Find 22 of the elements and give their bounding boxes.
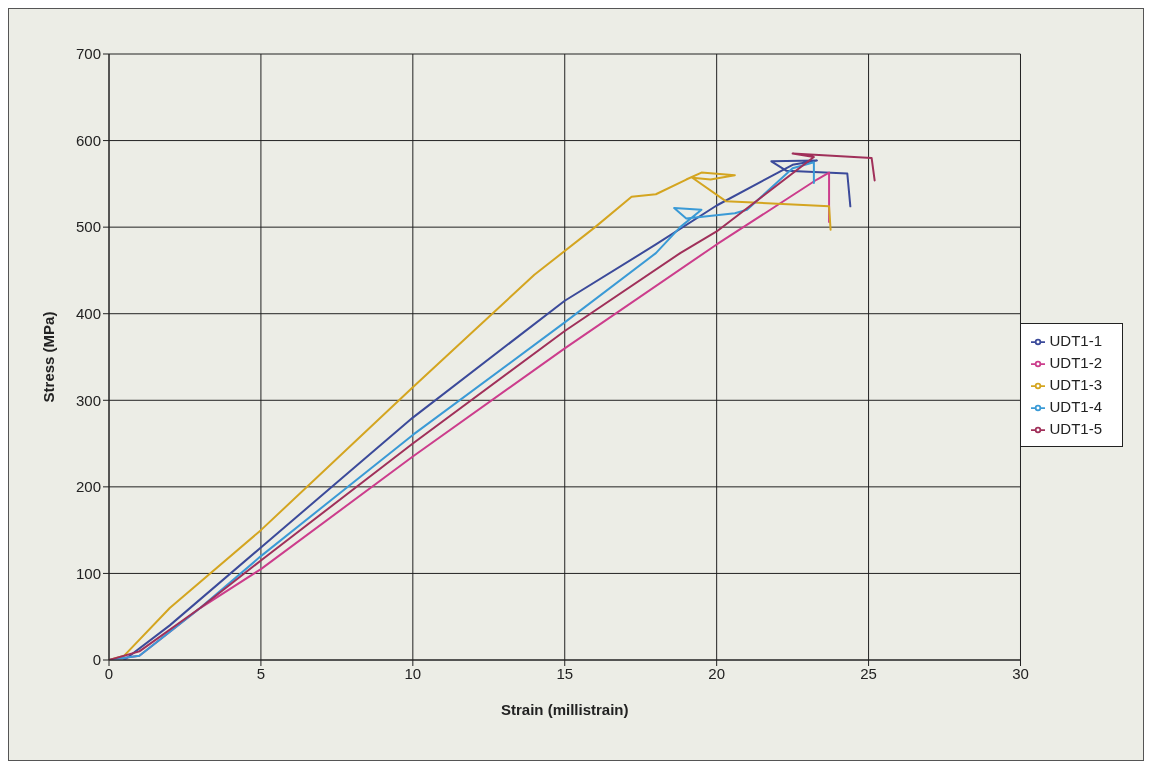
x-tick-label: 25 [860,664,877,682]
y-tick-label: 500 [75,218,101,236]
y-tick-label: 0 [92,651,101,669]
x-tick-label: 10 [404,664,422,682]
y-tick-label: 100 [75,564,101,582]
legend-label: UDT1-1 [1049,331,1102,349]
y-axis-title: Stress (MPa) [40,311,58,403]
x-tick-label: 5 [256,664,266,682]
y-tick-label: 400 [75,305,101,323]
y-tick-label: 200 [75,478,101,496]
legend-label: UDT1-4 [1049,397,1102,415]
y-tick-label: 700 [75,45,101,63]
y-tick-label: 600 [75,131,101,149]
x-tick-label: 15 [556,664,574,682]
x-tick-label: 0 [104,664,114,682]
x-tick-label: 30 [1012,664,1029,682]
legend-label: UDT1-2 [1049,353,1102,371]
legend-label: UDT1-3 [1049,375,1102,393]
legend-label: UDT1-5 [1049,419,1102,437]
x-axis-title: Strain (millistrain) [500,701,629,718]
y-tick-label: 300 [75,391,101,409]
x-tick-label: 20 [708,664,725,682]
